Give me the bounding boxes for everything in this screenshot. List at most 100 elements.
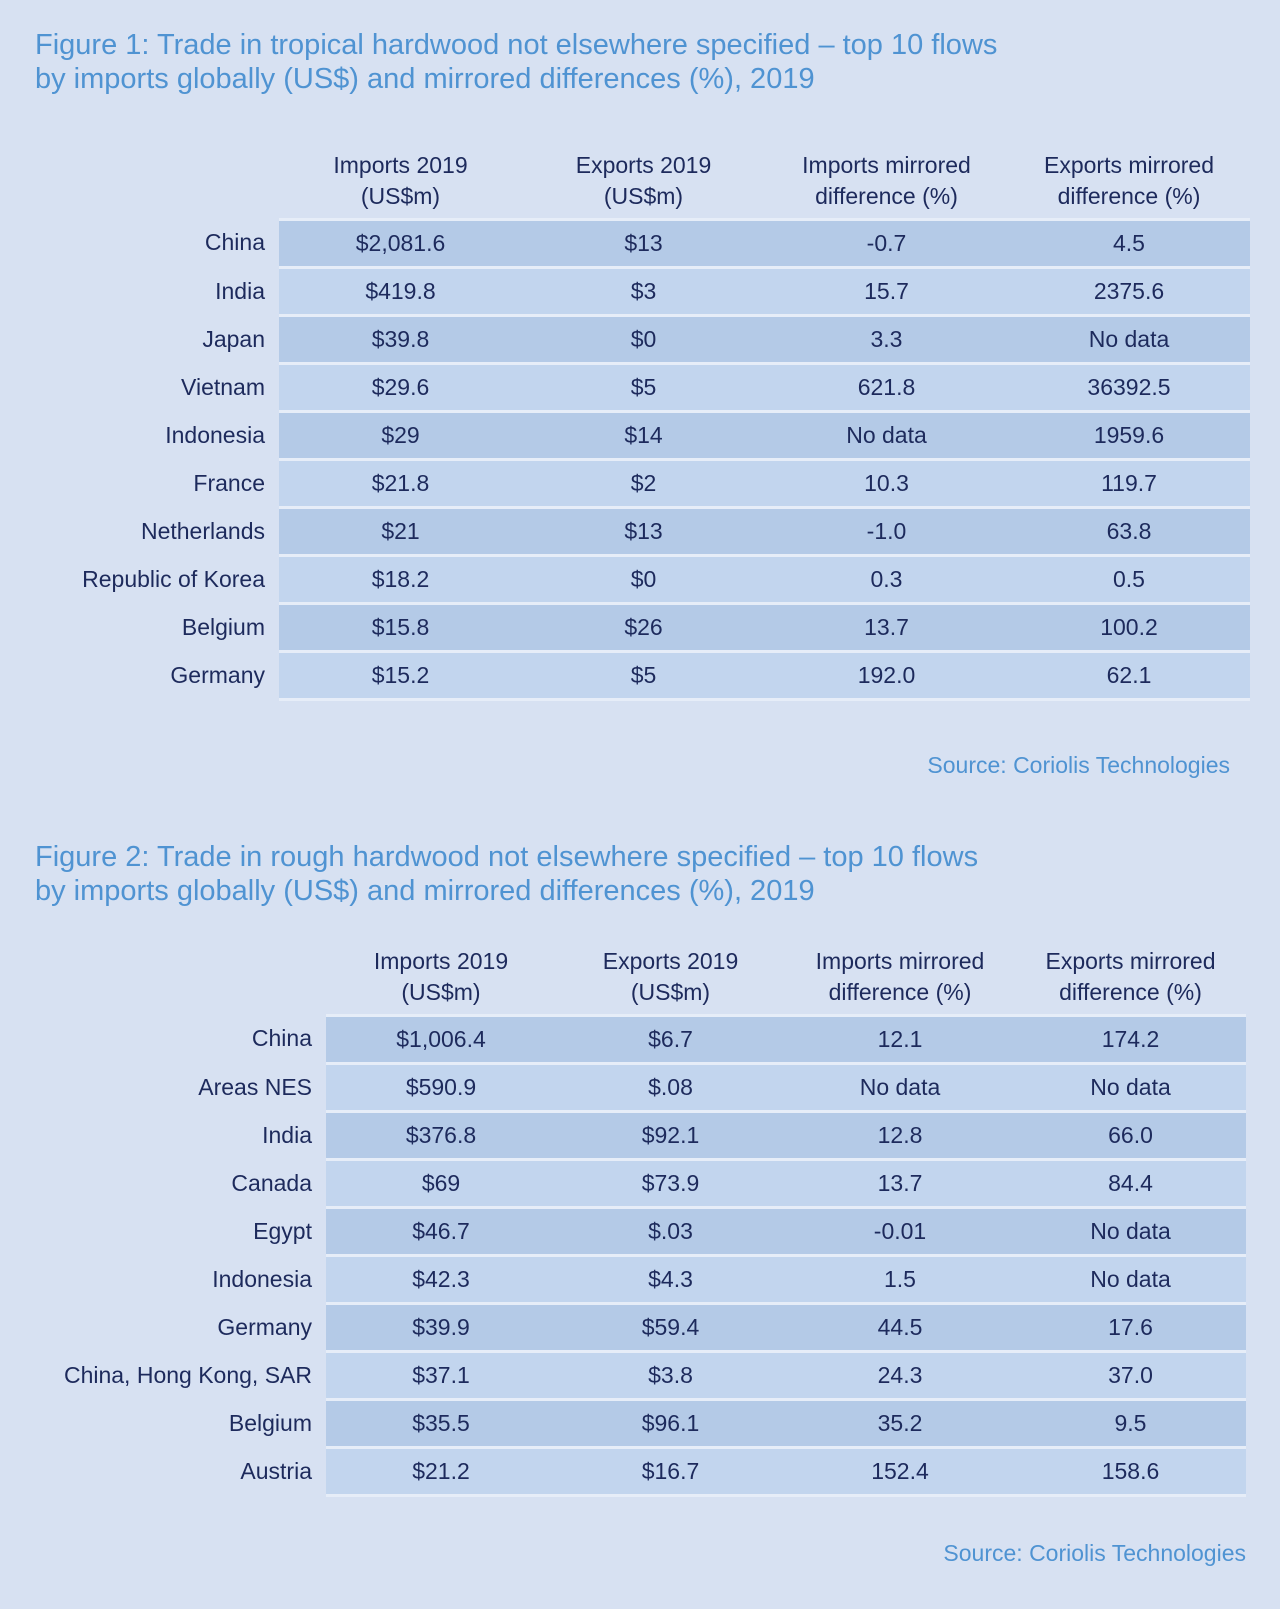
exports-diff-value: 0.5 [1008, 557, 1250, 605]
table-row: Republic of Korea $18.2 $0 0.3 0.5 [0, 557, 1250, 605]
exports-diff-value: No data [1015, 1257, 1246, 1305]
header-line: (US$m) [630, 979, 711, 1005]
imports-diff-value: 15.7 [765, 269, 1008, 317]
table-row: Egypt $46.7 $.03 -0.01 No data [0, 1209, 1246, 1257]
figure1-title-line2: by imports globally (US$) and mirrored d… [35, 63, 815, 95]
exports-value: $5 [522, 365, 765, 413]
figure2-source: Source: Coriolis Technologies [943, 1540, 1246, 1566]
header-line: (US$m) [401, 979, 481, 1005]
table-row: Indonesia $42.3 $4.3 1.5 No data [0, 1257, 1246, 1305]
table-row: France $21.8 $2 10.3 119.7 [0, 461, 1250, 509]
header-line: difference (%) [828, 979, 972, 1005]
imports-value: $69 [326, 1161, 556, 1209]
table-row: Germany $39.9 $59.4 44.5 17.6 [0, 1305, 1246, 1353]
header-line: difference (%) [1057, 183, 1201, 209]
imports-value: $35.5 [326, 1401, 556, 1449]
imports-diff-value: 152.4 [785, 1449, 1015, 1497]
table-row: India $419.8 $3 15.7 2375.6 [0, 269, 1250, 317]
exports-diff-header: Exports mirrored difference (%) [1015, 946, 1246, 1014]
table-row: Belgium $15.8 $26 13.7 100.2 [0, 605, 1250, 653]
exports-value: $6.7 [556, 1014, 785, 1065]
imports-value: $29 [279, 413, 522, 461]
country-label: Republic of Korea [82, 566, 265, 592]
exports-diff-value: 17.6 [1015, 1305, 1246, 1353]
imports-diff-value: 12.1 [785, 1014, 1015, 1065]
table-row: Areas NES $590.9 $.08 No data No data [0, 1065, 1246, 1113]
imports-header: Imports 2019 (US$m) [326, 946, 556, 1014]
exports-value: $3.8 [556, 1353, 785, 1401]
imports-value: $39.8 [279, 317, 522, 365]
imports-diff-header: Imports mirrored difference (%) [765, 150, 1008, 218]
figure1-title-line1: Figure 1: Trade in tropical hardwood not… [35, 29, 998, 61]
country-label: Areas NES [198, 1074, 312, 1100]
exports-diff-value: 84.4 [1015, 1161, 1246, 1209]
exports-value: $2 [522, 461, 765, 509]
exports-value: $0 [522, 557, 765, 605]
country-label: Germany [170, 662, 265, 688]
exports-diff-value: 1959.6 [1008, 413, 1250, 461]
header-line: (US$m) [360, 183, 441, 209]
row-label-header [0, 946, 326, 1014]
exports-diff-value: 4.5 [1008, 218, 1250, 269]
imports-value: $39.9 [326, 1305, 556, 1353]
exports-diff-value: 66.0 [1015, 1113, 1246, 1161]
figure1-table: Imports 2019 (US$m) Exports 2019 (US$m) Im… [0, 150, 1250, 701]
table-row: Austria $21.2 $16.7 152.4 158.6 [0, 1449, 1246, 1497]
imports-value: $590.9 [326, 1065, 556, 1113]
table-row: Japan $39.8 $0 3.3 No data [0, 317, 1250, 365]
exports-diff-header: Exports mirrored difference (%) [1008, 150, 1250, 218]
imports-value: $15.8 [279, 605, 522, 653]
exports-value: $59.4 [556, 1305, 785, 1353]
imports-diff-value: 35.2 [785, 1401, 1015, 1449]
imports-diff-value: 12.8 [785, 1113, 1015, 1161]
country-label: China, Hong Kong, SAR [63, 1362, 312, 1388]
country-label: Canada [231, 1170, 312, 1196]
table-row: China, Hong Kong, SAR $37.1 $3.8 24.3 37.0 [0, 1353, 1246, 1401]
header-line: Exports 2019 [575, 152, 712, 178]
imports-diff-value: 44.5 [785, 1305, 1015, 1353]
header-line: Exports mirrored [1044, 152, 1214, 178]
exports-value: $16.7 [556, 1449, 785, 1497]
exports-value: $96.1 [556, 1401, 785, 1449]
figure2-title: Figure 2: Trade in rough hardwood not el… [35, 840, 978, 908]
exports-value: $13 [522, 509, 765, 557]
table-row: India $376.8 $92.1 12.8 66.0 [0, 1113, 1246, 1161]
exports-diff-value: No data [1008, 317, 1250, 365]
figure2-title-line2: by imports globally (US$) and mirrored d… [35, 875, 815, 907]
exports-diff-value: 36392.5 [1008, 365, 1250, 413]
exports-diff-value: 158.6 [1015, 1449, 1246, 1497]
table-header-row: Imports 2019 (US$m) Exports 2019 (US$m) Im… [0, 946, 1246, 1014]
country-label: Belgium [228, 1410, 312, 1436]
table-row: China $2,081.6 $13 -0.7 4.5 [0, 218, 1250, 269]
country-label: Japan [202, 326, 265, 352]
exports-value: $.03 [556, 1209, 785, 1257]
exports-value: $14 [522, 413, 765, 461]
exports-value: $.08 [556, 1065, 785, 1113]
imports-value: $37.1 [326, 1353, 556, 1401]
header-line: Imports mirrored [815, 948, 985, 974]
imports-diff-value: 13.7 [785, 1161, 1015, 1209]
figure2-title-line1: Figure 2: Trade in rough hardwood not el… [35, 841, 979, 873]
row-label-header [0, 150, 279, 218]
country-label: France [193, 470, 265, 496]
exports-value: $73.9 [556, 1161, 785, 1209]
imports-diff-value: No data [765, 413, 1008, 461]
header-line: Exports 2019 [602, 948, 739, 974]
exports-header: Exports 2019 (US$m) [522, 150, 765, 218]
exports-value: $0 [522, 317, 765, 365]
imports-value: $18.2 [279, 557, 522, 605]
country-label: China [251, 1024, 312, 1051]
country-label: Indonesia [165, 422, 265, 448]
imports-diff-value: 13.7 [765, 605, 1008, 653]
imports-value: $419.8 [279, 269, 522, 317]
exports-diff-value: No data [1015, 1065, 1246, 1113]
exports-value: $4.3 [556, 1257, 785, 1305]
table-row: Netherlands $21 $13 -1.0 63.8 [0, 509, 1250, 557]
exports-value: $26 [522, 605, 765, 653]
imports-value: $21.2 [326, 1449, 556, 1497]
figure2-table: Imports 2019 (US$m) Exports 2019 (US$m) Im… [0, 946, 1246, 1497]
figure1-title: Figure 1: Trade in tropical hardwood not… [35, 28, 997, 96]
imports-diff-value: No data [785, 1065, 1015, 1113]
country-label: Indonesia [212, 1266, 312, 1292]
table-row: Canada $69 $73.9 13.7 84.4 [0, 1161, 1246, 1209]
